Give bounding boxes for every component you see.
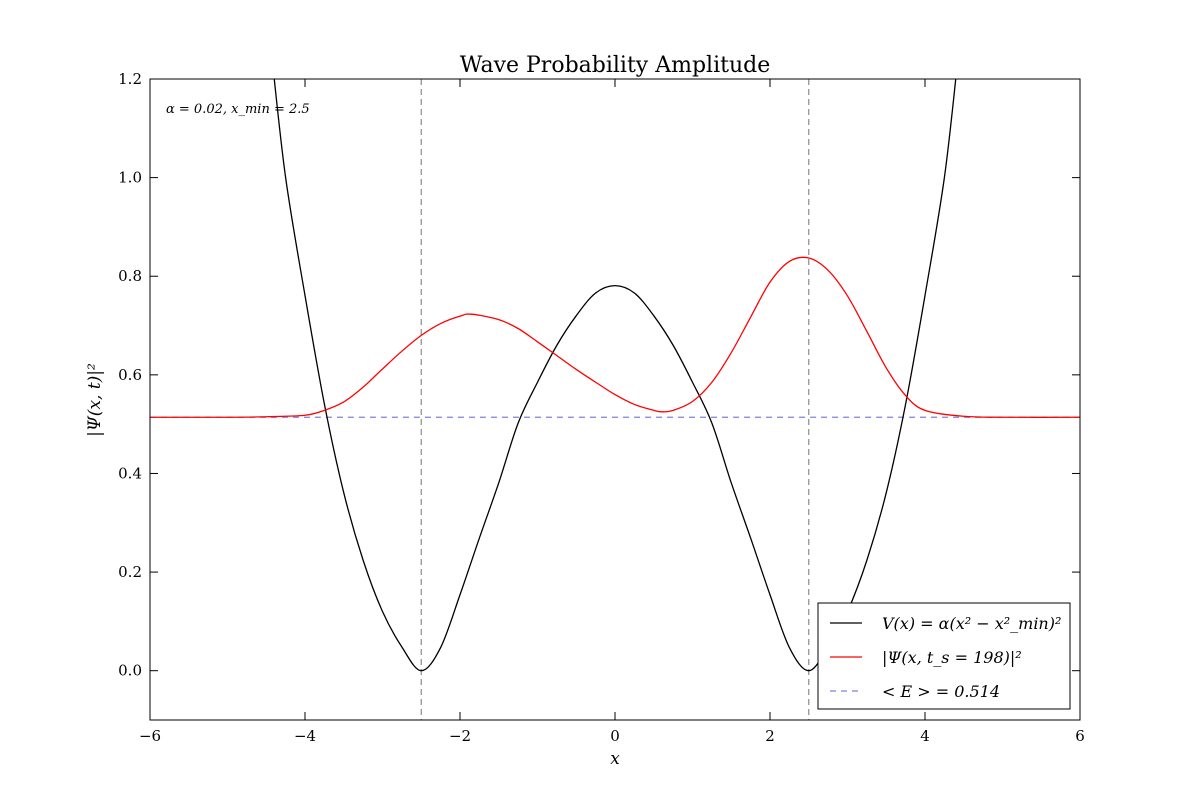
y-tick-label: 0.8	[118, 267, 142, 285]
parameter-annotation: α = 0.02, x_min = 2.5	[166, 102, 310, 117]
y-tick-label: 0.4	[118, 464, 142, 482]
vertical-lines	[420, 79, 810, 720]
x-tick-label: 4	[920, 727, 930, 745]
legend-box	[817, 602, 1071, 710]
y-tick-label: 0.0	[118, 662, 142, 680]
y-tick-label: 1.0	[118, 169, 142, 187]
series-line-0	[273, 79, 957, 672]
series-line-1	[150, 256, 1080, 418]
x-axis-label: x	[610, 749, 620, 769]
x-tick-label: −6	[139, 727, 161, 745]
chart-title: Wave Probability Amplitude	[460, 53, 771, 78]
y-ticks: 0.0 0.2 0.4 0.6 0.8 1.0 1.2	[118, 70, 1080, 680]
legend-label-0: V(x) = α(x² − x²_min)²	[882, 614, 1061, 633]
y-tick-label: 1.2	[118, 70, 142, 88]
x-ticks: −6 −4 −2 0 2 4 6	[139, 79, 1085, 745]
x-tick-label: −4	[294, 727, 316, 745]
y-tick-label: 0.2	[118, 563, 142, 581]
x-tick-label: 2	[765, 727, 775, 745]
legend-label-2: < E > = 0.514	[882, 682, 1000, 701]
y-axis-label: |Ψ(x, t)|²	[85, 363, 105, 437]
series-layer	[150, 79, 1080, 672]
legend: V(x) = α(x² − x²_min)² |Ψ(x, t_s = 198)|²…	[817, 602, 1071, 710]
x-tick-label: −2	[449, 727, 471, 745]
x-tick-label: 0	[610, 727, 620, 745]
x-tick-label: 6	[1075, 727, 1085, 745]
y-tick-label: 0.6	[118, 366, 142, 384]
legend-label-1: |Ψ(x, t_s = 198)|²	[882, 648, 1022, 667]
